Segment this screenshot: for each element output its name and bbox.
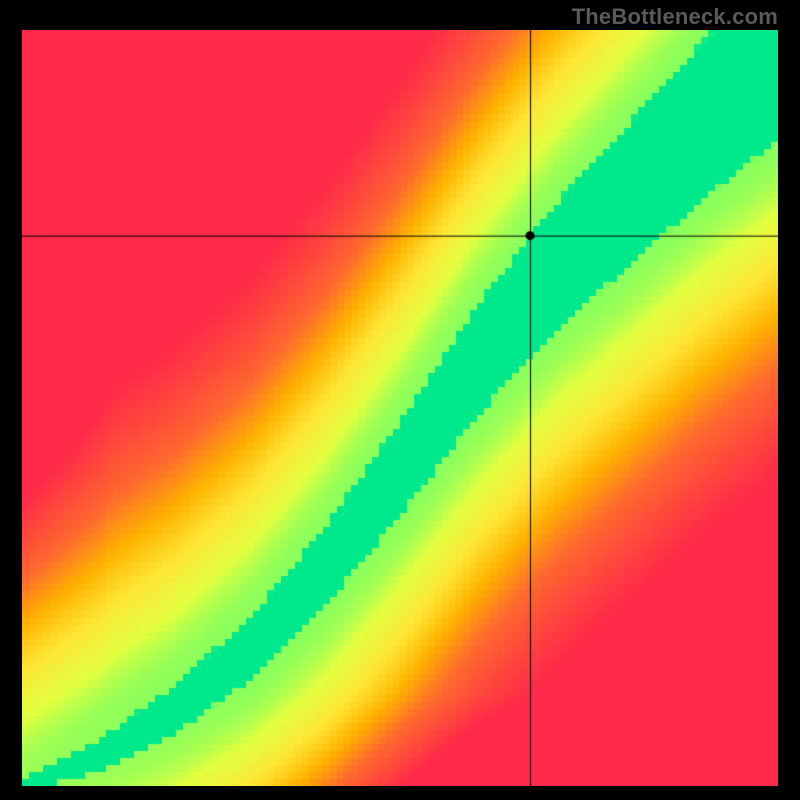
chart-container: { "watermark": "TheBottleneck.com", "can… xyxy=(0,0,800,800)
bottleneck-heatmap xyxy=(22,30,778,786)
watermark-text: TheBottleneck.com xyxy=(572,4,778,30)
